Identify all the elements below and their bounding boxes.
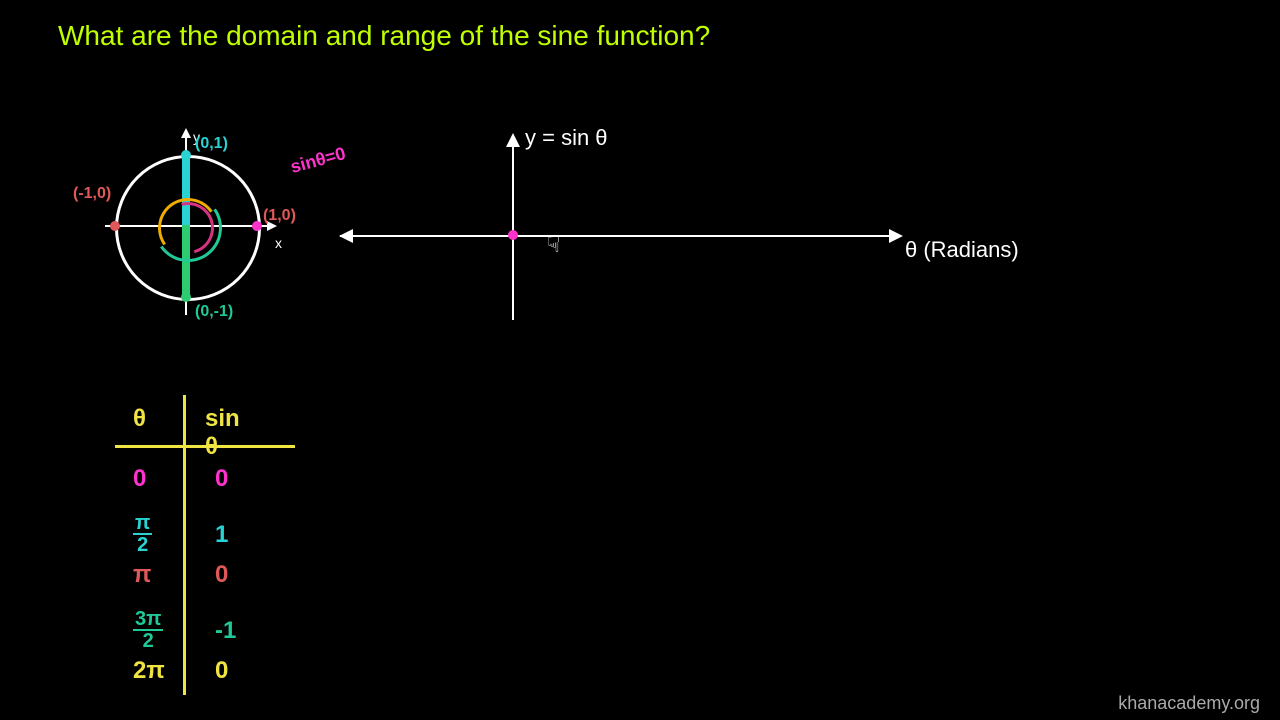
point-bottom-label: (0,-1) — [195, 303, 233, 321]
stage: What are the domain and range of the sin… — [0, 0, 1280, 720]
x-axis-letter: x — [275, 235, 282, 251]
unit-circle: x y (1,0) (0,1) (-1,0) (0,-1) sinθ=0 — [115, 155, 265, 305]
table-row-sine: 0 — [215, 465, 228, 493]
point-right-label: (1,0) — [263, 207, 296, 225]
sine-graph: y = sin θ θ (Radians) — [340, 125, 920, 325]
arrowhead-icon — [889, 229, 903, 243]
arrowhead-icon — [506, 133, 520, 147]
origin-dot — [508, 230, 518, 240]
table-row-theta: π — [133, 561, 151, 589]
table-row-theta: 0 — [133, 465, 146, 493]
arrowhead-icon — [339, 229, 353, 243]
watermark: khanacademy.org — [1118, 693, 1260, 714]
graph-x-axis — [340, 235, 900, 237]
table-header-theta: θ — [133, 405, 146, 433]
point-top-label: (0,1) — [195, 135, 228, 153]
table-row-sine: 0 — [215, 657, 228, 685]
table-row-sine: 1 — [215, 521, 228, 549]
table-row-sine: 0 — [215, 561, 228, 589]
y-axis-label: y = sin θ — [525, 125, 608, 151]
point-right-dot — [252, 221, 262, 231]
x-axis-label: θ (Radians) — [905, 237, 1019, 263]
point-top-dot — [181, 150, 191, 160]
point-left-label: (-1,0) — [73, 185, 111, 203]
table-row-theta: π2 — [133, 513, 152, 558]
point-left-dot — [110, 221, 120, 231]
table-row-sine: -1 — [215, 617, 236, 645]
table-row-theta: 2π — [133, 657, 165, 685]
table-row-theta: 3π2 — [133, 609, 163, 654]
point-bottom-dot — [181, 292, 191, 302]
table-v-rule — [183, 395, 186, 695]
arrowhead-icon — [181, 128, 191, 138]
page-title: What are the domain and range of the sin… — [58, 20, 710, 52]
table-header-sine: sin θ — [205, 405, 240, 461]
